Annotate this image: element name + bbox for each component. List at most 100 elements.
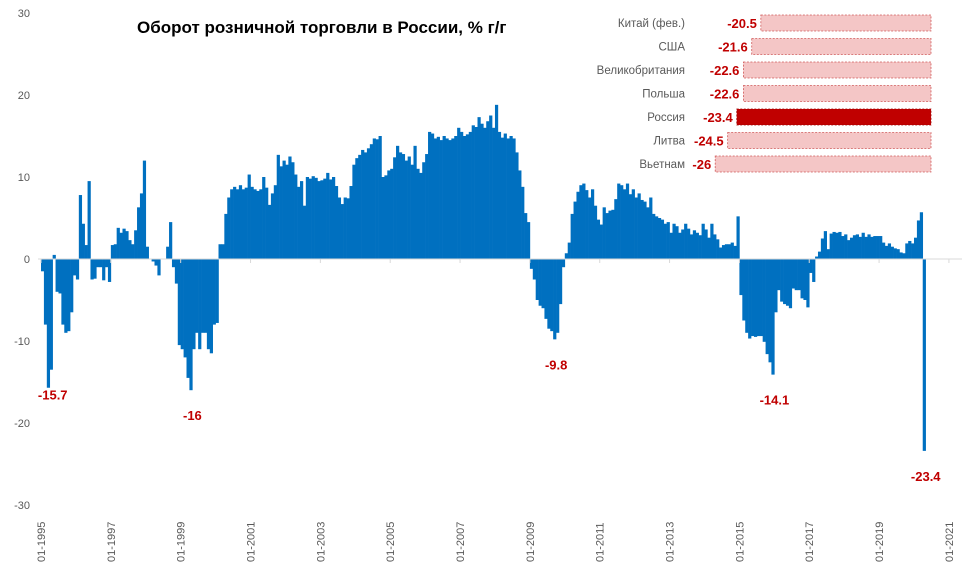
bar (425, 154, 429, 259)
bar (745, 259, 749, 333)
bar (489, 115, 493, 259)
bar (870, 236, 874, 259)
data-label: -23.4 (911, 469, 941, 484)
bar (451, 138, 455, 259)
bar (270, 193, 275, 259)
bar (212, 259, 216, 325)
chart-title: Оборот розничной торговли в России, % г/… (137, 18, 506, 37)
bar (250, 186, 254, 259)
bar (218, 244, 222, 259)
bar (291, 162, 295, 259)
bar (224, 213, 228, 259)
bar (454, 136, 458, 259)
bar (695, 232, 699, 259)
bar (41, 259, 45, 272)
bar (730, 242, 734, 259)
bar (221, 244, 225, 259)
x-tick-label: 01-2015 (734, 522, 746, 562)
y-tick-label: -30 (14, 500, 30, 512)
bar (166, 246, 170, 259)
inset-bar (727, 132, 932, 149)
bar (198, 259, 202, 350)
bar (701, 223, 705, 259)
bar (509, 136, 513, 259)
inset-bar (743, 61, 932, 79)
bar (75, 259, 80, 280)
bar (61, 259, 65, 325)
bar (815, 256, 819, 259)
bar (596, 219, 601, 259)
bar (588, 197, 592, 259)
bar (134, 230, 138, 259)
bar (593, 205, 598, 259)
bar (157, 259, 161, 276)
bar (919, 212, 924, 259)
x-tick-label: 01-2007 (455, 522, 467, 562)
bar (899, 252, 903, 259)
bar (684, 223, 688, 259)
bar (294, 174, 298, 259)
bar (422, 162, 426, 259)
bar (634, 197, 638, 259)
bar (803, 259, 807, 300)
bar (52, 254, 56, 259)
bar (640, 199, 644, 259)
bar (547, 259, 551, 329)
bar (247, 174, 251, 259)
bar (387, 170, 391, 259)
bar (672, 223, 676, 259)
bar (497, 131, 502, 259)
x-tick-label: 01-2009 (525, 522, 537, 562)
bar (96, 259, 100, 268)
bar (43, 259, 48, 325)
bar (727, 244, 731, 259)
bar (611, 209, 615, 259)
bar (579, 185, 583, 259)
bar (282, 160, 286, 259)
inset-bar (714, 155, 932, 173)
bar (681, 229, 685, 259)
bar (649, 197, 653, 259)
bar (768, 259, 772, 363)
bar (326, 172, 330, 259)
bar (439, 140, 443, 259)
bar (384, 175, 388, 259)
bar (561, 259, 566, 268)
bar (58, 259, 62, 294)
bar (430, 133, 435, 259)
bar (105, 259, 109, 268)
bar (669, 232, 673, 259)
bar (273, 185, 278, 259)
bar (486, 121, 490, 260)
bar (393, 157, 397, 259)
x-tick-label: 01-2005 (385, 522, 397, 562)
bar (608, 210, 612, 259)
bar (689, 234, 694, 259)
bar (110, 245, 115, 259)
bar (582, 183, 586, 259)
bar (131, 244, 135, 259)
bar (585, 190, 589, 259)
bar (687, 228, 691, 259)
bar (570, 213, 574, 259)
bar (739, 259, 743, 296)
data-label: -14.1 (760, 393, 790, 408)
bar (852, 235, 857, 259)
bar (465, 134, 470, 259)
bar (235, 189, 240, 259)
bar (780, 259, 784, 302)
bar (826, 249, 830, 259)
bar (614, 199, 618, 259)
bar (506, 138, 510, 259)
bar (285, 164, 289, 259)
bar (535, 259, 539, 300)
bar (794, 259, 798, 291)
bar (209, 259, 213, 354)
bar (297, 186, 301, 259)
bar (329, 179, 333, 259)
bar (262, 177, 266, 259)
bar (884, 245, 889, 259)
bar (623, 189, 627, 259)
bar (119, 232, 123, 259)
